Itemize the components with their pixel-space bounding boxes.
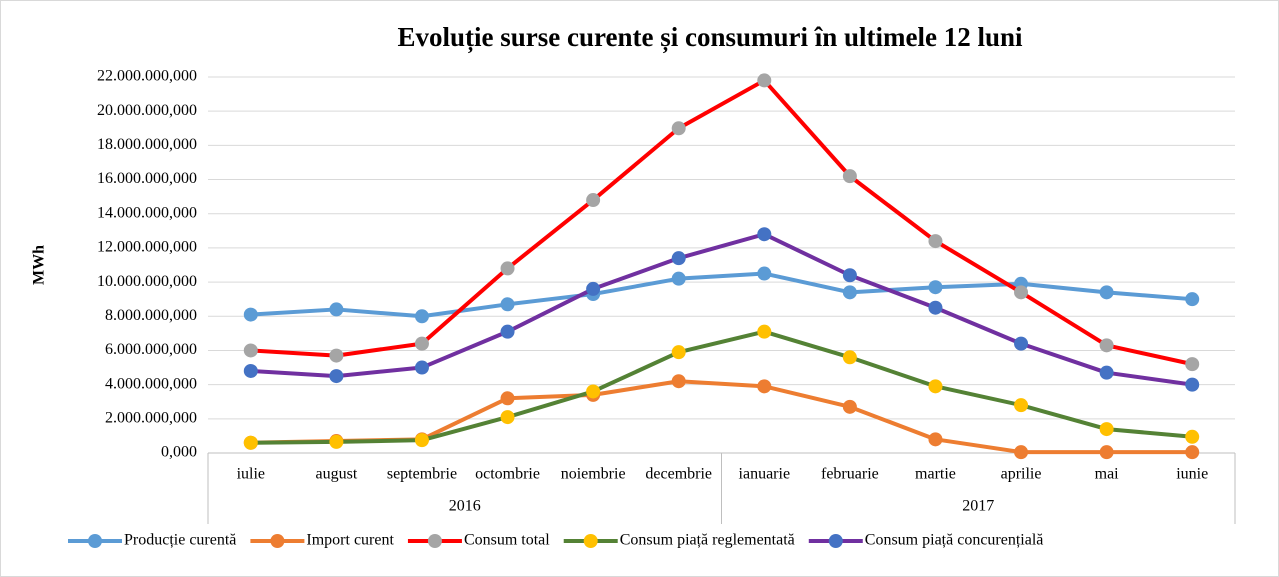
- legend-label: Import curent: [306, 532, 394, 549]
- series-line: [250, 232, 1193, 387]
- series-marker: [586, 281, 601, 296]
- series-marker: [928, 379, 943, 394]
- series-marker: [842, 285, 857, 300]
- y-axis-label: MWh: [31, 245, 48, 285]
- x-tick-label: aprilie: [1001, 466, 1042, 483]
- series-marker: [757, 324, 772, 339]
- series-marker: [329, 434, 344, 449]
- x-tick-label: septembrie: [387, 466, 457, 483]
- series-marker: [842, 268, 857, 283]
- series-marker: [671, 345, 686, 360]
- series-marker: [1185, 429, 1200, 444]
- y-tick-label: 10.000.000,000: [97, 273, 197, 290]
- legend-label: Consum piață concurențială: [865, 532, 1044, 549]
- series-marker: [586, 384, 601, 399]
- x-tick-label: mai: [1095, 466, 1120, 483]
- x-tick-label: august: [315, 466, 357, 483]
- series-marker: [500, 297, 515, 312]
- y-tick-label: 20.000.000,000: [97, 102, 197, 119]
- series-marker: [842, 399, 857, 414]
- series-marker: [928, 432, 943, 447]
- legend-label: Consum piață reglementată: [620, 532, 795, 549]
- legend-label: Consum total: [464, 532, 550, 549]
- x-tick-label: decembrie: [645, 466, 712, 483]
- y-tick-label: 18.000.000,000: [97, 136, 197, 153]
- series-marker: [757, 73, 772, 88]
- series-marker: [243, 435, 258, 450]
- x-tick-label: martie: [915, 466, 956, 483]
- series-marker: [329, 348, 344, 363]
- series-marker: [500, 391, 515, 406]
- series-marker: [500, 261, 515, 276]
- y-tick-label: 16.000.000,000: [97, 170, 197, 187]
- legend-marker: [583, 534, 598, 548]
- series-marker: [757, 379, 772, 394]
- y-tick-label: 0,000: [161, 444, 197, 461]
- x-tick-label: iulie: [237, 466, 265, 483]
- series-marker: [1099, 445, 1114, 460]
- series-marker: [1099, 422, 1114, 437]
- series-marker: [671, 121, 686, 136]
- series-marker: [671, 251, 686, 266]
- series-marker: [1185, 377, 1200, 392]
- series-marker: [329, 302, 344, 317]
- x-tick-label: ianuarie: [739, 466, 791, 483]
- legend-marker: [270, 534, 285, 548]
- series-marker: [243, 307, 258, 322]
- legend-marker: [88, 534, 102, 548]
- series-marker: [1014, 336, 1029, 351]
- series-marker: [1014, 398, 1029, 413]
- series-marker: [1185, 292, 1200, 307]
- series-marker: [414, 336, 429, 351]
- series-marker: [1185, 445, 1200, 460]
- series-marker: [928, 300, 943, 315]
- series-line: [250, 271, 1193, 319]
- series-marker: [757, 227, 772, 242]
- y-tick-label: 12.000.000,000: [97, 239, 197, 256]
- y-tick-label: 6.000.000,000: [105, 341, 197, 358]
- series-marker: [671, 374, 686, 389]
- x-group-label: 2017: [962, 498, 994, 515]
- series-marker: [671, 271, 686, 286]
- chart-title: Evoluție surse curente și consumuri în u…: [397, 22, 1023, 53]
- series-marker: [842, 350, 857, 365]
- legend-label: Producție curentă: [124, 532, 236, 549]
- series-marker: [414, 309, 429, 324]
- series-marker: [414, 433, 429, 448]
- series-marker: [500, 410, 515, 425]
- legend-marker: [828, 534, 843, 548]
- series-marker: [586, 193, 601, 208]
- series-marker: [1014, 285, 1029, 300]
- y-tick-label: 8.000.000,000: [105, 307, 197, 324]
- series-marker: [1099, 338, 1114, 353]
- series-marker: [414, 360, 429, 375]
- x-tick-label: noiembrie: [561, 466, 626, 483]
- y-tick-label: 4.000.000,000: [105, 375, 197, 392]
- y-tick-label: 22.000.000,000: [97, 68, 197, 85]
- series-marker: [842, 169, 857, 184]
- series-marker: [500, 324, 515, 339]
- series-marker: [928, 234, 943, 249]
- series-marker: [757, 266, 772, 281]
- series-marker: [243, 343, 258, 358]
- series-marker: [1099, 285, 1114, 300]
- x-tick-label: februarie: [821, 466, 879, 483]
- series-marker: [928, 280, 943, 295]
- x-group-label: 2016: [449, 498, 481, 515]
- series-line: [250, 329, 1193, 445]
- series-line: [250, 78, 1193, 367]
- x-tick-label: iunie: [1176, 466, 1208, 483]
- y-tick-label: 14.000.000,000: [97, 204, 197, 221]
- series-marker: [1099, 365, 1114, 380]
- series-marker: [1185, 357, 1200, 372]
- legend-marker: [427, 534, 442, 548]
- series-marker: [1014, 445, 1029, 460]
- x-tick-label: octombrie: [475, 466, 540, 483]
- y-tick-label: 2.000.000,000: [105, 409, 197, 426]
- series-marker: [243, 363, 258, 378]
- series-marker: [329, 369, 344, 384]
